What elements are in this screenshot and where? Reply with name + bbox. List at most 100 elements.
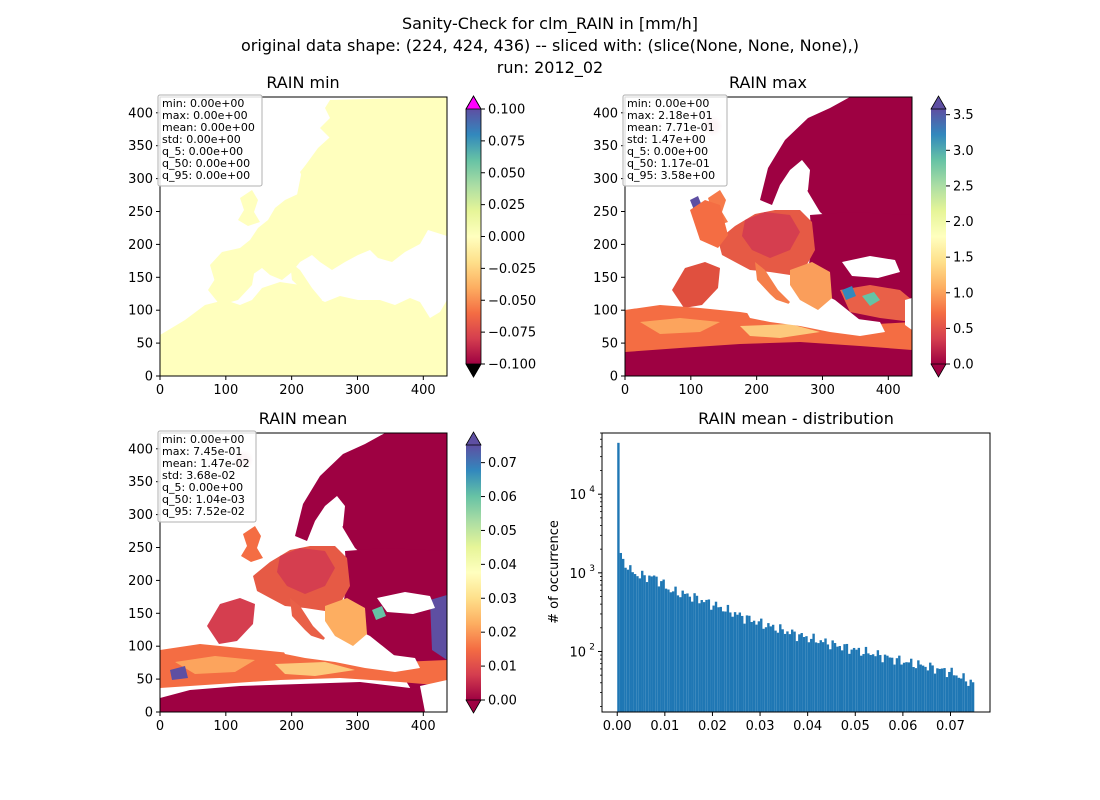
min-xtick-label: 0 (156, 383, 164, 398)
hist-bar (845, 643, 849, 712)
hist-bar (757, 621, 761, 712)
min-xtick-label: 200 (279, 383, 304, 398)
panel-rain-max: RAIN max (593, 73, 974, 398)
mean-black-sea (377, 592, 435, 614)
mean-cb-tick-label: 0.01 (488, 660, 517, 675)
hist-bar (655, 576, 658, 712)
max-ytick-label: 200 (593, 238, 618, 253)
hist-bar (767, 623, 770, 712)
max-ytick-label: 250 (593, 205, 618, 220)
hist-bar (619, 552, 622, 712)
min-ytick-label: 250 (128, 205, 153, 220)
hist-title: RAIN mean - distribution (698, 409, 894, 428)
hist-bar (924, 666, 927, 712)
max-cb-tick-label: 2.5 (953, 179, 974, 194)
hist-bar (938, 668, 941, 712)
hist-bar (812, 633, 815, 712)
hist-bar (907, 662, 911, 712)
max-med-sea (740, 296, 885, 336)
hist-bar (864, 646, 868, 712)
hist-bar (910, 658, 913, 712)
hist-bar (629, 565, 632, 712)
max-ytick-label: 100 (593, 304, 618, 319)
hist-bar (698, 603, 701, 712)
mean-cb-tick-label: 0.07 (488, 456, 517, 471)
max-ytick-label: 400 (593, 106, 618, 121)
hist-bar (641, 570, 644, 712)
figure-title-line-1: Sanity-Check for clm_RAIN in [mm/h] (402, 14, 698, 34)
hist-bar (971, 682, 975, 712)
max-xtick-label: 100 (678, 383, 703, 398)
max-cb-tick-label: 1.0 (953, 286, 974, 301)
hist-xtick-label: 0.00 (603, 719, 632, 734)
min-stat-line: q_95: 0.00e+00 (162, 169, 250, 182)
hist-bar (948, 671, 951, 712)
hist-bar (800, 633, 803, 712)
hist-bar (633, 574, 637, 712)
hist-bar (702, 602, 706, 712)
mean-xtick-label: 100 (213, 719, 238, 734)
hist-bar (710, 609, 713, 712)
hist-bar (662, 579, 665, 712)
hist-bar (752, 620, 756, 712)
min-stat-line: std: 0.00e+00 (162, 133, 241, 146)
hist-bar (705, 599, 708, 712)
hist-bar (707, 599, 711, 712)
hist-bar (693, 593, 696, 712)
min-xtick-label: 400 (411, 383, 436, 398)
hist-bar (781, 629, 784, 712)
hist-bar (848, 653, 851, 712)
hist-bars (617, 442, 975, 712)
hist-bar (721, 611, 725, 712)
hist-ytick-label: 10 (569, 567, 586, 582)
min-colorbar-over-triangle (465, 95, 482, 110)
mean-stat-line: q_5: 0.00e+00 (162, 481, 243, 494)
mean-sea-mottle-1 (175, 656, 255, 674)
mean-ytick-label: 200 (128, 574, 153, 589)
hist-bar (950, 667, 953, 712)
mean-stat-line: q_50: 1.04e-03 (162, 493, 245, 506)
hist-bar (879, 655, 882, 712)
max-ytick-label: 150 (593, 271, 618, 286)
max-sea-mottle-2 (740, 324, 820, 338)
hist-bar (940, 668, 944, 712)
min-ytick-label: 350 (128, 139, 153, 154)
hist-xtick-label: 0.03 (746, 719, 775, 734)
panel-min-frame (159, 96, 448, 377)
mean-africa-white (420, 680, 447, 712)
hist-bar (714, 601, 718, 712)
hist-bar (895, 658, 899, 712)
hist-bar (964, 681, 968, 712)
max-land-iberia (672, 262, 720, 308)
max-xtick-label: 400 (876, 383, 901, 398)
hist-bar (905, 662, 908, 712)
hist-bar (912, 667, 915, 712)
hist-ylabel: # of occurrence (547, 520, 562, 624)
min-xtick-label: 300 (345, 383, 370, 398)
min-ytick-label: 400 (128, 106, 153, 121)
max-caspian (905, 298, 912, 330)
max-xtick-label: 200 (744, 383, 769, 398)
hist-bar (929, 662, 932, 712)
min-cb-tick-label: 0.075 (488, 134, 525, 149)
hist-bar (733, 612, 737, 712)
hist-bar (683, 593, 687, 712)
min-land-britain (238, 190, 260, 226)
max-black-sea (842, 256, 900, 278)
hist-bar (945, 677, 949, 712)
hist-bar (791, 629, 794, 712)
max-cb-tick-label: 1.5 (953, 251, 974, 266)
mean-xtick-label: 0 (156, 719, 164, 734)
min-land-scandinavia (296, 118, 372, 210)
mean-land-scandinavia (295, 433, 447, 581)
min-land-italy (290, 262, 322, 306)
hist-bar (969, 679, 972, 712)
max-land-turkey (840, 285, 912, 322)
mean-cb-tick-label: 0.06 (488, 490, 517, 505)
min-cb-tick-label: −0.100 (488, 358, 536, 373)
max-baltic (788, 160, 810, 200)
mean-sea-teal-patch (372, 606, 386, 620)
